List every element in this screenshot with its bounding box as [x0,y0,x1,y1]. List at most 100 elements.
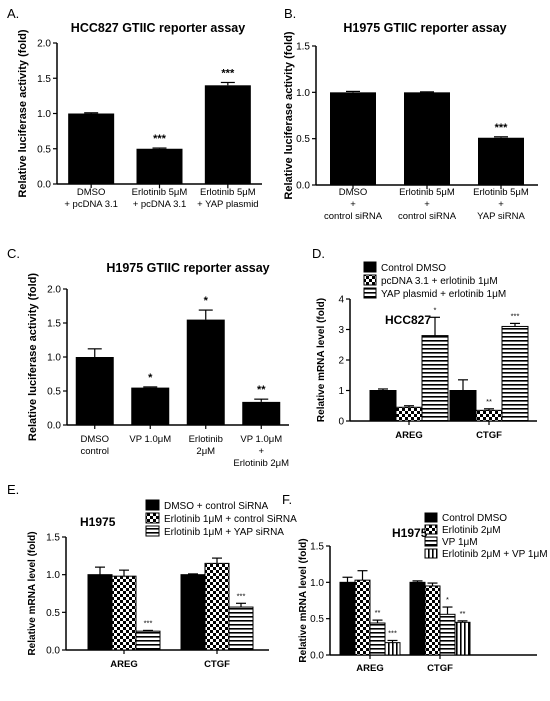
panel-c-x-tick-label: Erlotinib [189,434,223,445]
panel-d-bar [369,390,397,422]
panel-c-y-tick-label: 2.0 [47,285,61,296]
panel-d-x-tick-label: CTGF [476,430,502,441]
panel-d-y-label: Relative mRNA level (fold) [316,298,327,422]
panel-b-title: H1975 GTIIC reporter assay [343,21,506,35]
panel-d-letter: D. [312,246,325,261]
panel-e-significance-label: *** [144,618,153,627]
panel-d-y-tick-label: 3 [338,325,344,336]
panel-b-x-tick-label: + [498,199,504,210]
panel-d-legend-swatch [363,261,377,273]
panel-f-title: H1975 [392,526,428,540]
panel-d-y-tick-label: 4 [338,295,344,306]
panel-e-y-tick-label: 0.5 [46,608,60,619]
panel-a-bar [136,148,183,184]
panel-c-significance-label: ** [257,384,266,396]
panel-b-y-tick-label: 1.5 [296,42,310,53]
panel-a-letter: A. [7,6,19,21]
panel-f-y-tick-label: 0.5 [310,614,324,625]
panel-e-legend-label: Erlotinib 1μM + control SiRNA [164,514,297,525]
panel-d-legend-label: Control DMSO [381,263,446,274]
panel-d-bar [475,409,503,422]
panel-f-legend-label: Control DMSO [442,513,507,524]
panel-e-y-tick-label: 1.0 [46,570,60,581]
panel-f-bar [369,622,386,656]
panel-f-legend-swatch [424,548,438,559]
panel-e-legend-swatch [145,525,160,537]
panel-a-x-tick-label: Erlotinib 5μM [200,187,256,198]
panel-f-legend-swatch [424,512,438,523]
panel-f-legend-label: Erlotinib 2μM + VP 1μM [442,549,548,560]
panel-e-title: H1975 [80,515,116,529]
panel-e-bar [111,575,137,651]
panel-e-y-tick-label: 1.5 [46,533,60,544]
panel-f-legend-label: Erlotinib 2μM [442,525,501,536]
panel-c-y-tick-label: 0.0 [47,421,61,432]
panel-c-y-label: Relative luciferase activity (fold) [27,273,39,441]
panel-e-bar [228,606,254,651]
panel-d-legend-swatch [363,287,377,299]
panel-c-x-tick-label: + [258,446,264,457]
panel-e-bar [204,562,230,651]
panel-f-bar [384,642,401,656]
panel-a-x-tick-label: Erlotinib 5μM [132,187,188,198]
panel-e-bar [87,574,113,651]
panel-f-y-label: Relative mRNA level (fold) [298,538,309,662]
panel-d-bar [395,406,423,422]
panel-b-y-tick-label: 0.0 [296,181,310,192]
panel-f-significance-label: ** [375,608,381,617]
panel-e-x-tick-label: CTGF [204,659,230,670]
panel-e-y-tick-label: 0.0 [46,646,60,657]
panel-d-significance-label: * [434,305,437,314]
panel-d-significance-label: ** [486,397,492,406]
panel-e-bar [180,574,206,651]
panel-f-legend-swatch [424,524,438,535]
panel-c-significance-label: * [148,372,153,384]
panel-b-x-tick-label: + [350,199,356,210]
panel-a-y-tick-label: 2.0 [37,39,51,50]
panel-a-significance-label: *** [221,67,235,79]
panel-d-y-tick-label: 1 [338,386,344,397]
panel-e-y-label: Relative mRNA level (fold) [27,531,38,655]
panel-c-bar [75,357,114,425]
panel-f-x-tick-label: CTGF [427,663,453,674]
panel-a-significance-label: *** [153,133,167,145]
panel-d-significance-label: *** [511,311,520,320]
panel-d-bar [421,335,449,422]
panel-b-x-tick-label: Erlotinib 5μM [399,187,455,198]
panel-e-letter: E. [7,482,19,497]
panel-c-x-tick-label: control [80,446,109,457]
panel-a-y-tick-label: 1.5 [37,74,51,85]
panel-e-legend-swatch [145,512,160,524]
panel-b-x-tick-label: DMSO [339,187,368,198]
panel-d-legend-label: pcDNA 3.1 + erlotinib 1μM [381,276,498,287]
panel-c-x-tick-label: VP 1.0μM [240,434,282,445]
panel-f-bar [454,621,471,656]
panel-b-bar [404,92,450,185]
panel-f-y-tick-label: 0.0 [310,651,324,662]
panel-c-letter: C. [7,246,20,261]
panel-f-legend-swatch [424,536,438,547]
panel-f-y-tick-label: 1.0 [310,578,324,589]
panel-f-letter: F. [282,492,292,507]
panel-b-letter: B. [284,6,296,21]
panel-d-y-tick-label: 0 [338,417,344,428]
panel-a-y-tick-label: 1.0 [37,109,51,120]
panel-a-y-tick-label: 0.5 [37,144,51,155]
panel-a-y-label: Relative luciferase activity (fold) [17,29,29,197]
panel-b-x-tick-label: control siRNA [324,211,383,222]
panel-c-x-tick-label: VP 1.0μM [129,434,171,445]
panel-a-title: HCC827 GTIIC reporter assay [71,21,245,35]
panel-e-bar [135,630,161,651]
panel-a-x-tick-label: + YAP plasmid [197,199,259,210]
panel-c-x-tick-label: Erlotinib 2μM [233,458,289,469]
panel-d-legend-label: YAP plasmid + erlotinib 1μM [381,289,506,300]
panel-e-legend-label: Erlotinib 1μM + YAP siRNA [164,527,284,538]
panel-c-y-tick-label: 1.0 [47,353,61,364]
panel-f-bar [354,579,371,656]
panel-b-x-tick-label: Erlotinib 5μM [473,187,529,198]
panel-b-x-tick-label: control siRNA [398,211,457,222]
panel-c-x-tick-label: DMSO [81,434,110,445]
panel-a-y-tick-label: 0.0 [37,180,51,191]
panel-c-bar [131,387,170,425]
